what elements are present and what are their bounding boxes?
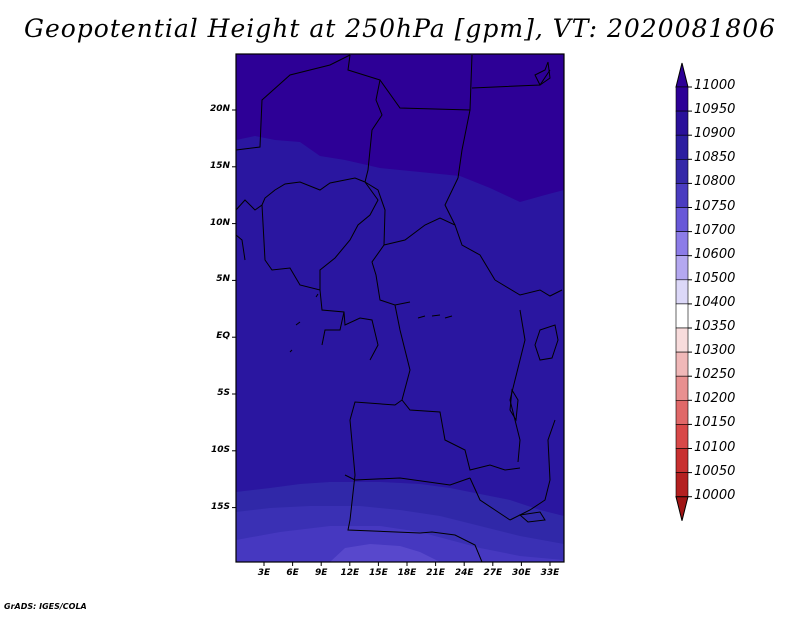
colorbar-label: 10850: [694, 150, 736, 166]
colorbar-label: 10900: [694, 126, 736, 142]
coast-outline: [534, 61, 551, 86]
lon-label: 18E: [397, 568, 417, 578]
lon-label: 9E: [314, 568, 328, 578]
lake-outline: [289, 349, 293, 353]
lat-label: EQ: [216, 331, 230, 342]
colorbar-segment: [675, 399, 689, 425]
colorbar-segment: [675, 279, 689, 305]
colorbar-segment: [675, 351, 689, 377]
border-line: [419, 531, 483, 563]
country-boundaries: [235, 54, 563, 563]
border-line: [235, 177, 366, 211]
lon-label: 15E: [369, 568, 388, 578]
border-line: [235, 54, 351, 151]
colorbar-segment: [675, 134, 689, 160]
border-line: [321, 311, 345, 346]
border-line: [469, 477, 511, 521]
colorbar-label: 10000: [694, 487, 736, 503]
colorbar-segment: [675, 303, 689, 329]
border-line: [349, 304, 411, 421]
colorbar-label: 10050: [694, 463, 736, 479]
lat-label: 10N: [209, 217, 230, 228]
lon-label: 24E: [454, 568, 474, 578]
lon-label: 21E: [426, 568, 445, 578]
colorbar: [675, 62, 692, 521]
colorbar-label: 10200: [694, 391, 736, 407]
colorbar-label: 10350: [694, 319, 736, 334]
colorbar-segment: [675, 327, 689, 353]
colorbar-label: 10500: [694, 270, 736, 286]
lake-outline: [431, 314, 441, 317]
colorbar-segment: [675, 255, 689, 281]
colorbar-segment: [675, 207, 689, 232]
colorbar-bottom-arrow: [675, 496, 689, 521]
colorbar-segment: [675, 183, 689, 208]
lake-outline: [295, 321, 301, 326]
lat-label: 10S: [210, 444, 230, 455]
lon-label: 27E: [483, 568, 503, 578]
border-line: [444, 177, 459, 226]
border-line: [457, 109, 471, 179]
lake-outline: [509, 388, 519, 422]
lon-label: 30E: [512, 568, 531, 578]
field-band-10700: [330, 544, 440, 562]
lat-label: 5S: [217, 388, 230, 398]
colorbar-top-arrow: [675, 62, 689, 88]
border-line: [347, 54, 383, 183]
grads-credit: GrADS: IGES/COLA: [4, 602, 87, 611]
colorbar-segment: [675, 231, 689, 257]
colorbar-label: 10100: [694, 439, 736, 455]
lat-label: 20N: [209, 104, 230, 114]
lat-label: 5N: [216, 274, 230, 285]
border-line: [509, 419, 556, 521]
colorbar-label: 10400: [694, 294, 736, 310]
lat-label: 15N: [209, 160, 230, 171]
lat-label: 15S: [210, 501, 230, 512]
colorbar-label: 10700: [694, 222, 736, 238]
map-title: Geopotential Height at 250hPa [gpm], VT:…: [23, 14, 777, 43]
colorbar-segment: [675, 375, 689, 401]
lake-outline: [444, 315, 453, 319]
lake-outline: [315, 293, 319, 298]
border-line: [344, 474, 471, 486]
field-band-10750: [236, 526, 564, 562]
border-line: [261, 181, 379, 291]
colorbar-label: 10950: [694, 102, 736, 118]
lon-label: 6E: [286, 568, 299, 578]
colorbar-label: 10600: [694, 246, 736, 262]
map-border: [235, 53, 565, 563]
border-line: [379, 54, 473, 111]
border-line: [235, 234, 246, 261]
lon-label: 33E: [540, 568, 560, 578]
border-line: [401, 399, 521, 471]
colorbar-label: 10300: [694, 343, 736, 359]
lon-label: 12E: [340, 568, 360, 578]
colorbar-label: 10750: [694, 198, 736, 214]
colorbar-segment: [675, 448, 689, 473]
colorbar-label: 10250: [694, 367, 736, 383]
border-line: [494, 279, 563, 297]
lake-outline: [534, 324, 559, 361]
colorbar-segment: [675, 86, 689, 112]
height-field: [236, 54, 564, 562]
lon-label: 3E: [257, 568, 271, 578]
lake-outline: [417, 315, 426, 319]
colorbar-segment: [675, 159, 689, 184]
border-line: [383, 217, 496, 281]
border-line: [347, 419, 421, 534]
lake-outline: [518, 511, 546, 523]
colorbar-segment: [675, 472, 689, 498]
border-line: [319, 289, 379, 361]
colorbar-label: 10800: [694, 174, 736, 190]
border-line: [364, 181, 411, 306]
colorbar-label: 10150: [694, 415, 736, 431]
map-frame: [232, 53, 565, 566]
field-band-10900: [236, 136, 564, 562]
colorbar-segment: [675, 110, 689, 136]
colorbar-label: 11000: [694, 78, 736, 93]
colorbar-segment: [675, 424, 689, 449]
